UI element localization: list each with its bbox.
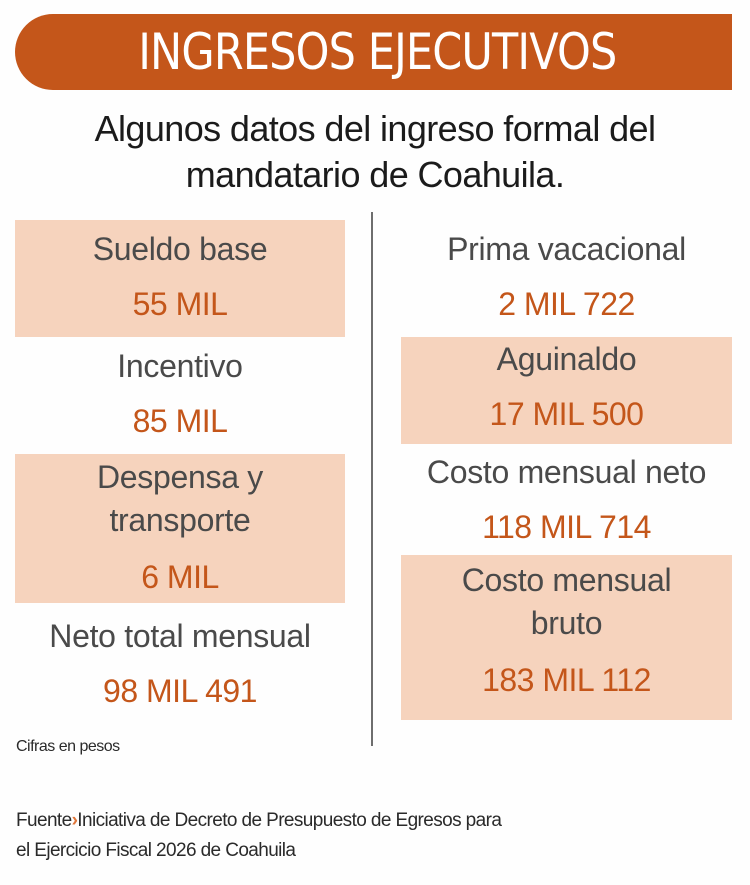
item-value: 55 MIL [132,286,228,322]
item-despensa-transporte: Despensa y transporte 6 MIL [15,454,345,603]
subtitle-line-1: Algunos datos del ingreso formal del [94,108,656,149]
title-banner: INGRESOS EJECUTIVOS [15,14,732,90]
subtitle: Algunos datos del ingreso formal del man… [0,106,750,198]
units-note: Cifras en pesos [16,738,120,755]
left-column: Sueldo base 55 MIL Incentivo 85 MIL Desp… [15,220,345,717]
item-label-line-1: Despensa y [97,459,263,495]
source-credit: Fuente›Iniciativa de Decreto de Presupue… [16,806,716,866]
source-text-line-2: el Ejercicio Fiscal 2026 de Coahuila [16,840,296,861]
chevron-right-icon: › [71,810,78,831]
right-column: Prima vacacional 2 MIL 722 Aguinaldo 17 … [401,220,732,720]
item-costo-mensual-neto: Costo mensual neto 118 MIL 714 [401,444,732,555]
item-label: Aguinaldo [496,341,637,377]
item-label-line-1: Costo mensual [461,562,672,598]
source-text-line-1: Iniciativa de Decreto de Presupuesto de … [77,810,502,831]
item-value: 98 MIL 491 [103,673,257,709]
item-label: Incentivo [117,348,243,384]
item-prima-vacacional: Prima vacacional 2 MIL 722 [401,220,732,337]
item-value: 85 MIL [132,403,228,439]
source-line-1: Fuente›Iniciativa de Decreto de Presupue… [16,806,716,836]
item-incentivo: Incentivo 85 MIL [15,337,345,454]
item-costo-mensual-bruto: Costo mensual bruto 183 MIL 112 [401,555,732,720]
item-label-line-2: transporte [109,502,251,538]
item-label-line-2: bruto [530,605,603,641]
item-label: Neto total mensual [49,618,311,654]
item-aguinaldo: Aguinaldo 17 MIL 500 [401,337,732,444]
item-neto-total-mensual: Neto total mensual 98 MIL 491 [15,603,345,717]
subtitle-line-2: mandatario de Coahuila. [185,154,565,195]
item-label: Costo mensual neto [426,454,707,490]
source-label: Fuente [16,810,72,831]
item-value: 2 MIL 722 [498,286,635,322]
item-label: Prima vacacional [447,231,686,267]
item-value: 17 MIL 500 [489,396,644,432]
item-value: 118 MIL 714 [482,509,651,545]
column-divider [371,212,373,746]
item-sueldo-base: Sueldo base 55 MIL [15,220,345,337]
page-title: INGRESOS EJECUTIVOS [138,23,618,81]
item-label: Sueldo base [92,231,268,267]
item-value: 6 MIL [141,559,219,595]
item-value: 183 MIL 112 [482,662,651,698]
